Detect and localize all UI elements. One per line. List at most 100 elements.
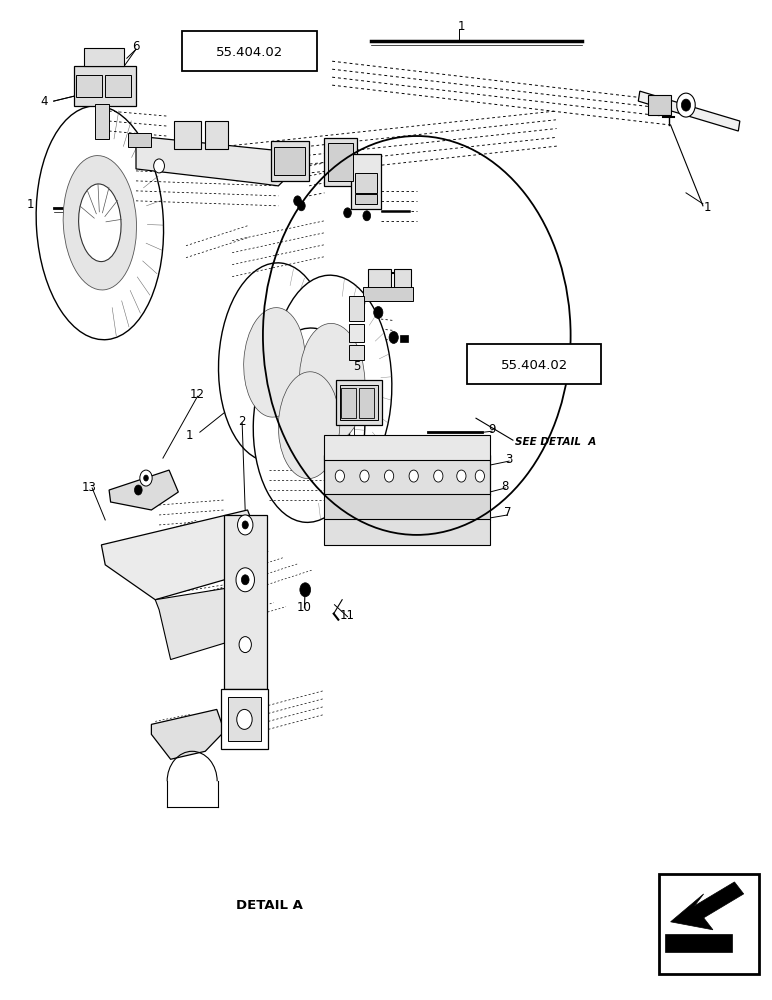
FancyBboxPatch shape	[363, 287, 413, 301]
FancyBboxPatch shape	[225, 515, 267, 689]
Circle shape	[434, 470, 443, 482]
Text: 3: 3	[506, 453, 513, 466]
Text: 6: 6	[132, 40, 140, 53]
Circle shape	[300, 583, 310, 597]
Circle shape	[134, 485, 142, 495]
Circle shape	[242, 575, 249, 585]
FancyBboxPatch shape	[351, 154, 381, 209]
FancyBboxPatch shape	[105, 75, 131, 97]
Circle shape	[238, 515, 253, 535]
FancyBboxPatch shape	[355, 194, 377, 204]
Text: 9: 9	[489, 423, 496, 436]
Text: 2: 2	[239, 415, 246, 428]
Polygon shape	[136, 136, 293, 186]
FancyBboxPatch shape	[174, 121, 201, 149]
Circle shape	[344, 208, 351, 218]
Text: DETAIL A: DETAIL A	[235, 899, 303, 912]
Ellipse shape	[279, 372, 340, 479]
Text: 55.404.02: 55.404.02	[216, 46, 283, 59]
FancyBboxPatch shape	[95, 104, 109, 139]
FancyBboxPatch shape	[324, 455, 490, 495]
FancyBboxPatch shape	[394, 269, 411, 291]
FancyBboxPatch shape	[205, 121, 229, 149]
FancyBboxPatch shape	[367, 269, 391, 291]
FancyBboxPatch shape	[349, 345, 364, 360]
Circle shape	[144, 475, 148, 481]
FancyBboxPatch shape	[182, 31, 317, 71]
Text: 55.404.02: 55.404.02	[500, 359, 567, 372]
Ellipse shape	[300, 323, 365, 441]
Circle shape	[677, 93, 696, 117]
Text: 7: 7	[504, 506, 511, 519]
Polygon shape	[109, 470, 178, 510]
Circle shape	[374, 307, 383, 319]
Ellipse shape	[36, 106, 164, 340]
FancyBboxPatch shape	[324, 519, 490, 545]
Text: 12: 12	[190, 388, 205, 401]
Text: 1: 1	[458, 20, 466, 33]
FancyBboxPatch shape	[324, 494, 490, 520]
Polygon shape	[101, 510, 256, 600]
Text: 11: 11	[340, 609, 355, 622]
FancyBboxPatch shape	[229, 697, 261, 741]
Ellipse shape	[218, 263, 330, 462]
FancyBboxPatch shape	[340, 388, 356, 418]
FancyBboxPatch shape	[349, 324, 364, 342]
Text: 1: 1	[27, 198, 35, 211]
Circle shape	[476, 470, 485, 482]
Text: 1: 1	[186, 429, 194, 442]
Circle shape	[242, 521, 249, 529]
Circle shape	[154, 159, 164, 173]
Text: 10: 10	[297, 601, 312, 614]
Polygon shape	[151, 709, 225, 759]
Polygon shape	[638, 91, 740, 131]
FancyBboxPatch shape	[328, 143, 353, 181]
Circle shape	[384, 470, 394, 482]
Polygon shape	[665, 934, 732, 952]
FancyBboxPatch shape	[340, 385, 378, 420]
Circle shape	[297, 201, 305, 211]
Circle shape	[389, 331, 398, 343]
Circle shape	[239, 637, 252, 653]
FancyBboxPatch shape	[467, 344, 601, 384]
FancyBboxPatch shape	[271, 141, 309, 181]
Circle shape	[363, 211, 371, 221]
FancyBboxPatch shape	[355, 173, 377, 193]
Text: 8: 8	[502, 480, 509, 493]
FancyBboxPatch shape	[648, 95, 671, 115]
Text: 4: 4	[40, 95, 47, 108]
FancyBboxPatch shape	[349, 296, 364, 320]
Text: 1: 1	[704, 201, 711, 214]
FancyBboxPatch shape	[76, 75, 102, 97]
Circle shape	[457, 470, 466, 482]
Text: 13: 13	[82, 481, 96, 494]
Circle shape	[682, 99, 691, 111]
Circle shape	[236, 568, 255, 592]
FancyBboxPatch shape	[324, 435, 490, 460]
Polygon shape	[671, 882, 743, 930]
FancyBboxPatch shape	[74, 66, 136, 106]
Ellipse shape	[79, 184, 121, 262]
Ellipse shape	[273, 275, 392, 489]
Text: 5: 5	[353, 360, 361, 373]
FancyBboxPatch shape	[275, 147, 305, 175]
Ellipse shape	[253, 328, 365, 522]
Text: SEE DETAIL  A: SEE DETAIL A	[515, 437, 597, 447]
Ellipse shape	[244, 308, 305, 417]
FancyBboxPatch shape	[359, 388, 374, 418]
Ellipse shape	[63, 156, 137, 290]
FancyBboxPatch shape	[336, 380, 382, 425]
FancyBboxPatch shape	[324, 138, 357, 186]
FancyBboxPatch shape	[128, 133, 151, 147]
Circle shape	[409, 470, 418, 482]
FancyBboxPatch shape	[221, 689, 269, 749]
FancyBboxPatch shape	[84, 48, 124, 66]
FancyBboxPatch shape	[659, 874, 759, 974]
Circle shape	[335, 470, 344, 482]
Circle shape	[293, 196, 301, 206]
Circle shape	[140, 470, 152, 486]
Circle shape	[237, 709, 252, 729]
Circle shape	[360, 470, 369, 482]
Polygon shape	[155, 585, 252, 660]
FancyBboxPatch shape	[400, 335, 408, 342]
